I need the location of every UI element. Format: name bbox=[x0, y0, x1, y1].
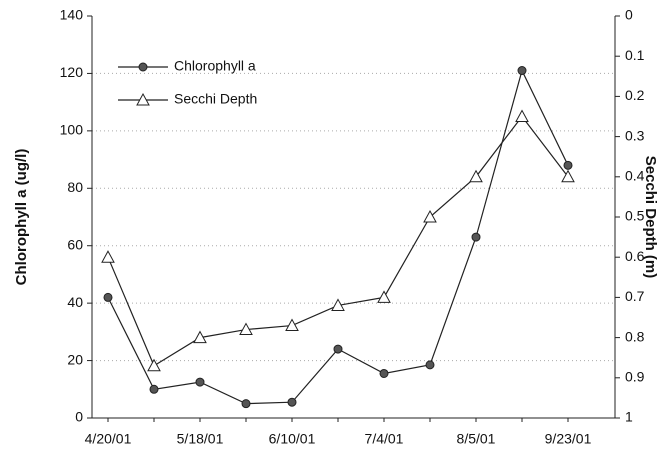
data-point bbox=[193, 330, 207, 344]
y-tick-label: 140 bbox=[60, 7, 84, 23]
x-tick-label: 5/18/01 bbox=[177, 431, 224, 447]
y-tick-label: 20 bbox=[67, 351, 83, 367]
data-point bbox=[149, 384, 159, 394]
data-point bbox=[425, 360, 435, 370]
data-point bbox=[515, 109, 529, 122]
legend-label: Chlorophyll a bbox=[174, 58, 256, 74]
y2-tick-label: 1 bbox=[625, 409, 633, 425]
data-point bbox=[377, 290, 391, 303]
y2-axis-title: Secchi Depth (m) bbox=[642, 156, 659, 279]
y2-tick-label: 0.8 bbox=[625, 328, 645, 344]
y2-tick-label: 0.3 bbox=[625, 127, 645, 143]
y-axis-title: Chlorophyll a (ug/l) bbox=[13, 149, 30, 286]
data-point bbox=[333, 344, 343, 354]
data-point bbox=[285, 318, 299, 332]
y-tick-label: 80 bbox=[67, 179, 83, 195]
data-point bbox=[561, 169, 575, 183]
data-point bbox=[471, 232, 481, 242]
data-point bbox=[101, 250, 115, 263]
data-point bbox=[331, 298, 345, 311]
y2-tick-label: 0.4 bbox=[625, 168, 645, 184]
legend-label: Secchi Depth bbox=[174, 91, 257, 107]
y2-tick-label: 0 bbox=[625, 7, 633, 23]
y-tick-label: 120 bbox=[60, 64, 84, 80]
x-tick-label: 6/10/01 bbox=[269, 431, 316, 447]
y-tick-label: 60 bbox=[67, 236, 83, 252]
y-tick-label: 40 bbox=[67, 294, 83, 310]
y2-tick-label: 0.6 bbox=[625, 248, 645, 264]
x-tick-label: 4/20/01 bbox=[85, 431, 132, 447]
y-tick-label: 100 bbox=[60, 122, 84, 138]
x-tick-label: 9/23/01 bbox=[545, 431, 592, 447]
legend-marker bbox=[136, 92, 150, 106]
x-tick-label: 8/5/01 bbox=[457, 431, 496, 447]
data-point bbox=[379, 368, 389, 378]
data-point bbox=[563, 160, 573, 170]
data-point bbox=[239, 322, 253, 336]
y2-tick-label: 0.2 bbox=[625, 87, 645, 103]
y2-tick-label: 0.9 bbox=[625, 369, 645, 385]
data-point bbox=[517, 66, 527, 76]
y2-tick-label: 0.7 bbox=[625, 288, 645, 304]
data-point bbox=[423, 209, 437, 223]
data-point bbox=[287, 397, 297, 407]
data-point bbox=[103, 292, 113, 302]
series-line bbox=[107, 68, 569, 405]
data-point bbox=[195, 377, 205, 387]
y-tick-label: 0 bbox=[75, 409, 83, 425]
y2-tick-label: 0.1 bbox=[625, 47, 645, 63]
data-point bbox=[241, 399, 251, 409]
y2-tick-label: 0.5 bbox=[625, 208, 645, 224]
x-tick-label: 7/4/01 bbox=[365, 431, 404, 447]
data-point bbox=[469, 169, 483, 183]
data-point bbox=[147, 358, 161, 372]
legend-marker bbox=[138, 62, 148, 72]
